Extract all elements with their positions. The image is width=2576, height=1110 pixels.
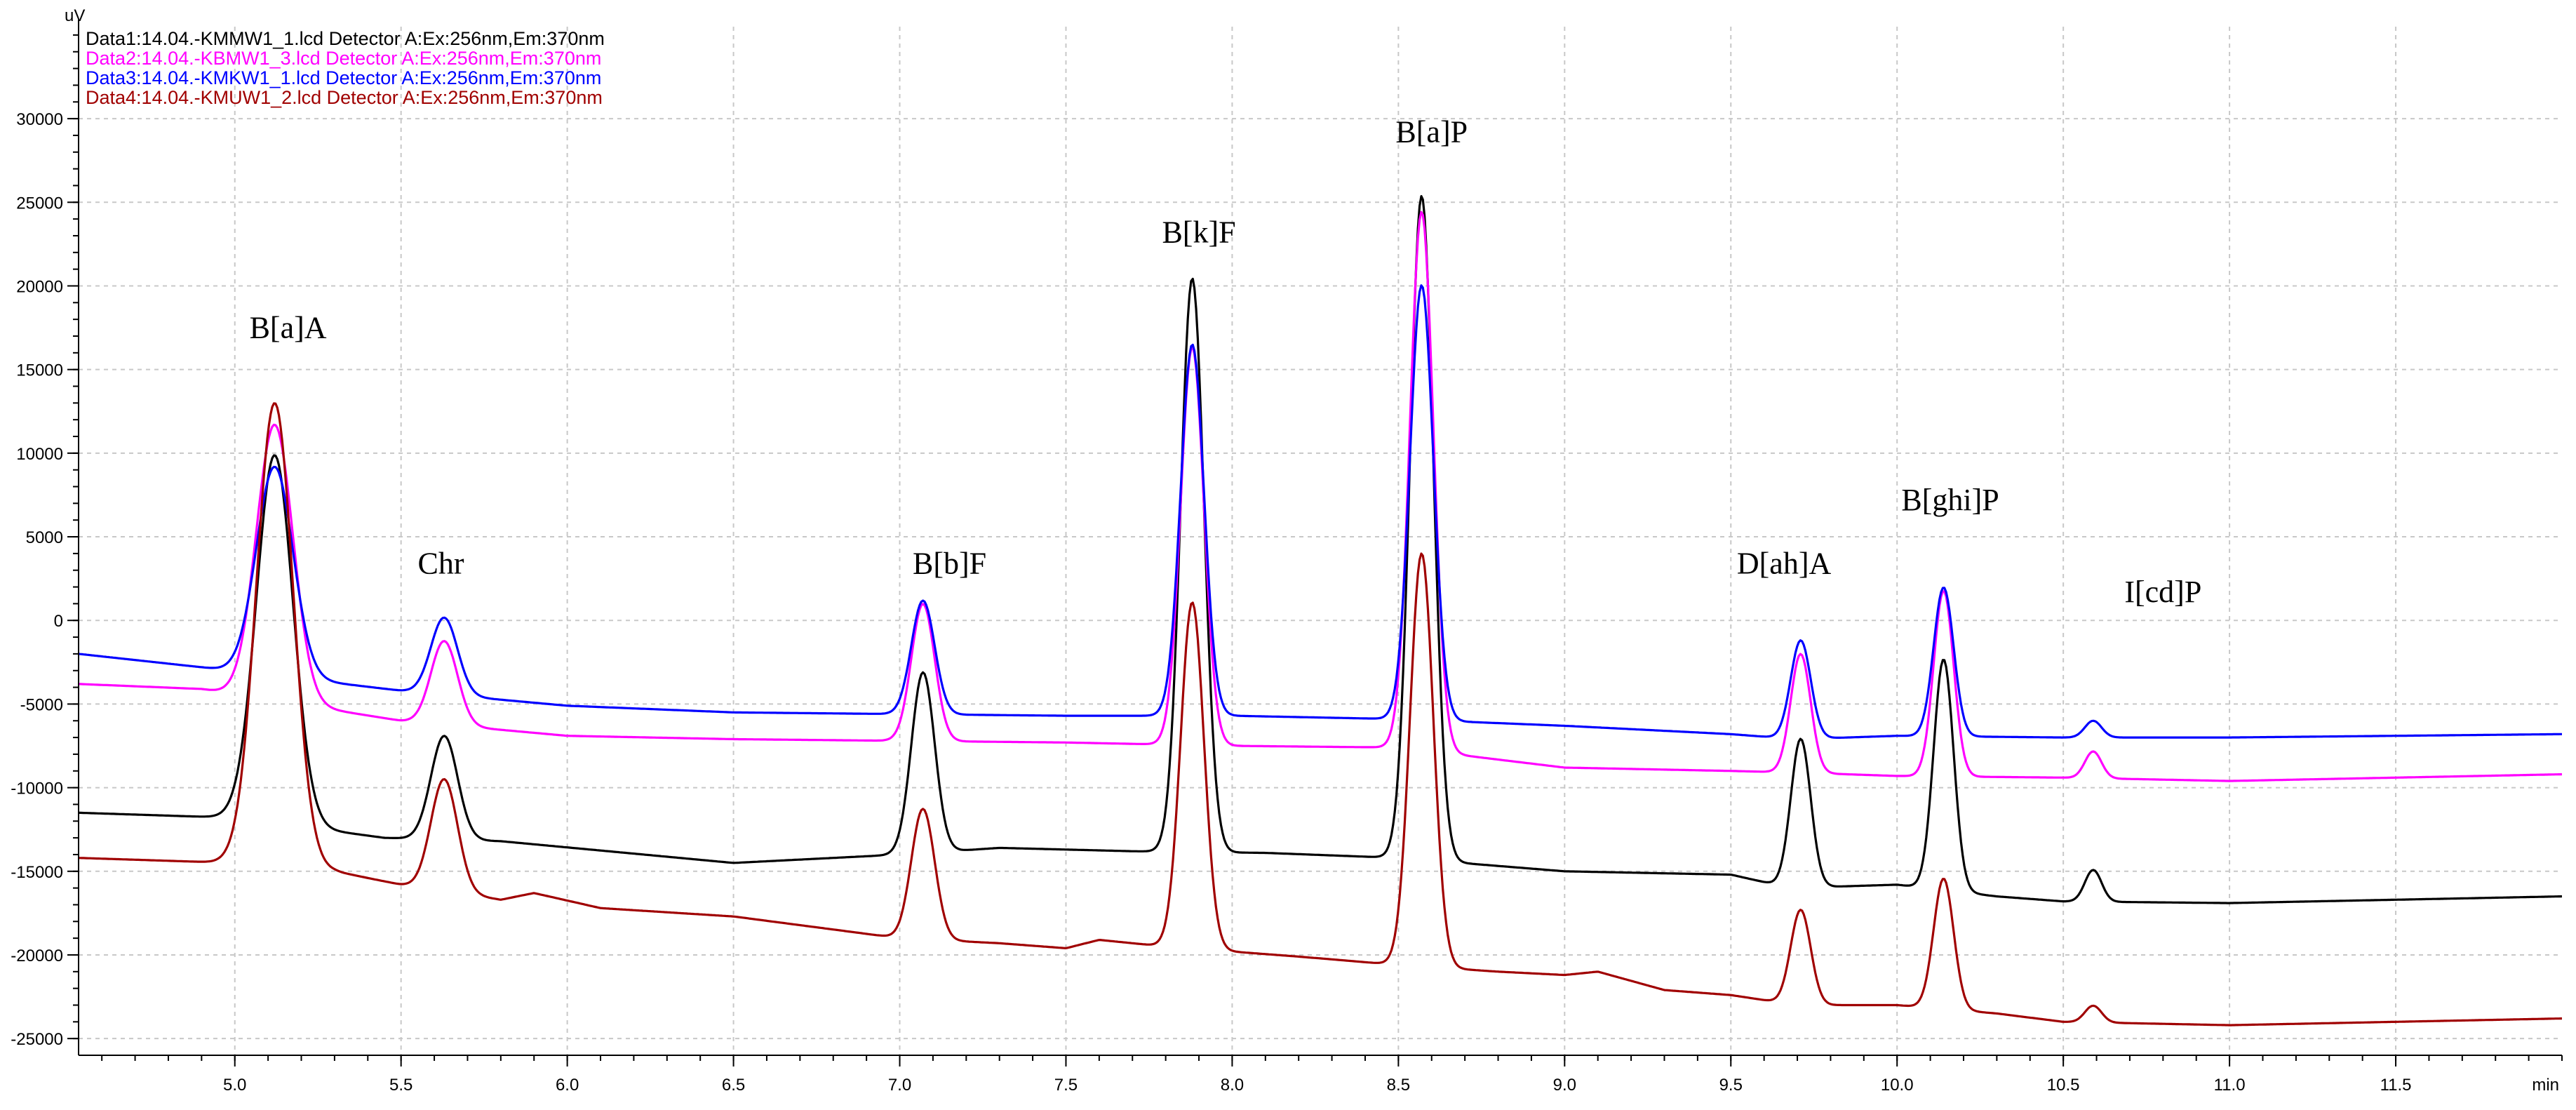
x-tick-label: 10.0 bbox=[1881, 1076, 1914, 1095]
y-axis-label: uV bbox=[65, 6, 85, 25]
y-tick-label: 20000 bbox=[16, 277, 63, 296]
x-tick-label: 7.5 bbox=[1054, 1076, 1078, 1095]
y-tick-label: 25000 bbox=[16, 194, 63, 213]
y-tick-label: -25000 bbox=[11, 1030, 63, 1049]
x-tick-label: 9.0 bbox=[1553, 1076, 1576, 1095]
series-line-4 bbox=[78, 402, 2562, 1027]
grid bbox=[79, 27, 2562, 1055]
x-tick-label: 9.5 bbox=[1719, 1076, 1743, 1095]
peak-label: B[a]A bbox=[250, 310, 327, 345]
peak-label: B[k]F bbox=[1162, 215, 1235, 250]
x-tick-label: 10.5 bbox=[2047, 1076, 2080, 1095]
x-tick-label: 11.0 bbox=[2214, 1076, 2246, 1095]
y-tick-label: -15000 bbox=[11, 863, 63, 882]
y-tick-label: 0 bbox=[54, 612, 63, 631]
legend-entry: Data2:14.04.-KBMW1_3.lcd Detector A:Ex:2… bbox=[86, 48, 601, 69]
series-line-2 bbox=[78, 210, 2563, 782]
y-tick-label: 10000 bbox=[16, 445, 63, 464]
legend-entry: Data1:14.04.-KMMW1_1.lcd Detector A:Ex:2… bbox=[86, 28, 605, 49]
y-tick-label: 5000 bbox=[26, 528, 63, 547]
legend-entry: Data4:14.04.-KMUW1_2.lcd Detector A:Ex:2… bbox=[86, 87, 603, 108]
peak-label: B[b]F bbox=[913, 546, 986, 580]
y-tick-label: 15000 bbox=[16, 361, 63, 380]
y-tick-label: -5000 bbox=[20, 695, 63, 714]
series-line-3 bbox=[78, 284, 2562, 739]
series-group bbox=[78, 195, 2563, 1027]
axes: 5.0 5.5 6.0 6.5 7.0 7.5 8.0 8.5 9.0 9.5 10.0 10.5 11… bbox=[11, 6, 2563, 1095]
x-tick-label: 6.0 bbox=[556, 1076, 579, 1095]
series-line-1 bbox=[79, 195, 2563, 904]
x-tick-label: 7.0 bbox=[888, 1076, 911, 1095]
peak-label: I[cd]P bbox=[2124, 575, 2201, 609]
y-tick-label: 30000 bbox=[16, 110, 63, 129]
x-tick-label: 8.5 bbox=[1387, 1076, 1410, 1095]
legend-entry: Data3:14.04.-KMKW1_1.lcd Detector A:Ex:2… bbox=[86, 67, 601, 88]
x-tick-label: 5.5 bbox=[389, 1076, 412, 1095]
peak-labels: B[a]A Chr B[b]F B[k]F B[a]P D[ah]A B[ghi]P I[cd… bbox=[250, 114, 2202, 609]
x-tick-label: 8.0 bbox=[1221, 1076, 1244, 1095]
y-tick-label: -20000 bbox=[11, 947, 63, 965]
peak-label: Chr bbox=[418, 546, 464, 580]
x-tick-label: 6.5 bbox=[722, 1076, 745, 1095]
legend: Data1:14.04.-KMMW1_1.lcd Detector A:Ex:2… bbox=[86, 28, 605, 108]
y-tick-label: -10000 bbox=[11, 780, 63, 798]
x-axis-label: min bbox=[2532, 1076, 2559, 1095]
peak-label: D[ah]A bbox=[1737, 546, 1832, 580]
peak-label: B[ghi]P bbox=[1901, 483, 1999, 517]
x-tick-label: 5.0 bbox=[223, 1076, 246, 1095]
peak-label: B[a]P bbox=[1395, 114, 1468, 149]
x-tick-label: 11.5 bbox=[2380, 1076, 2412, 1095]
